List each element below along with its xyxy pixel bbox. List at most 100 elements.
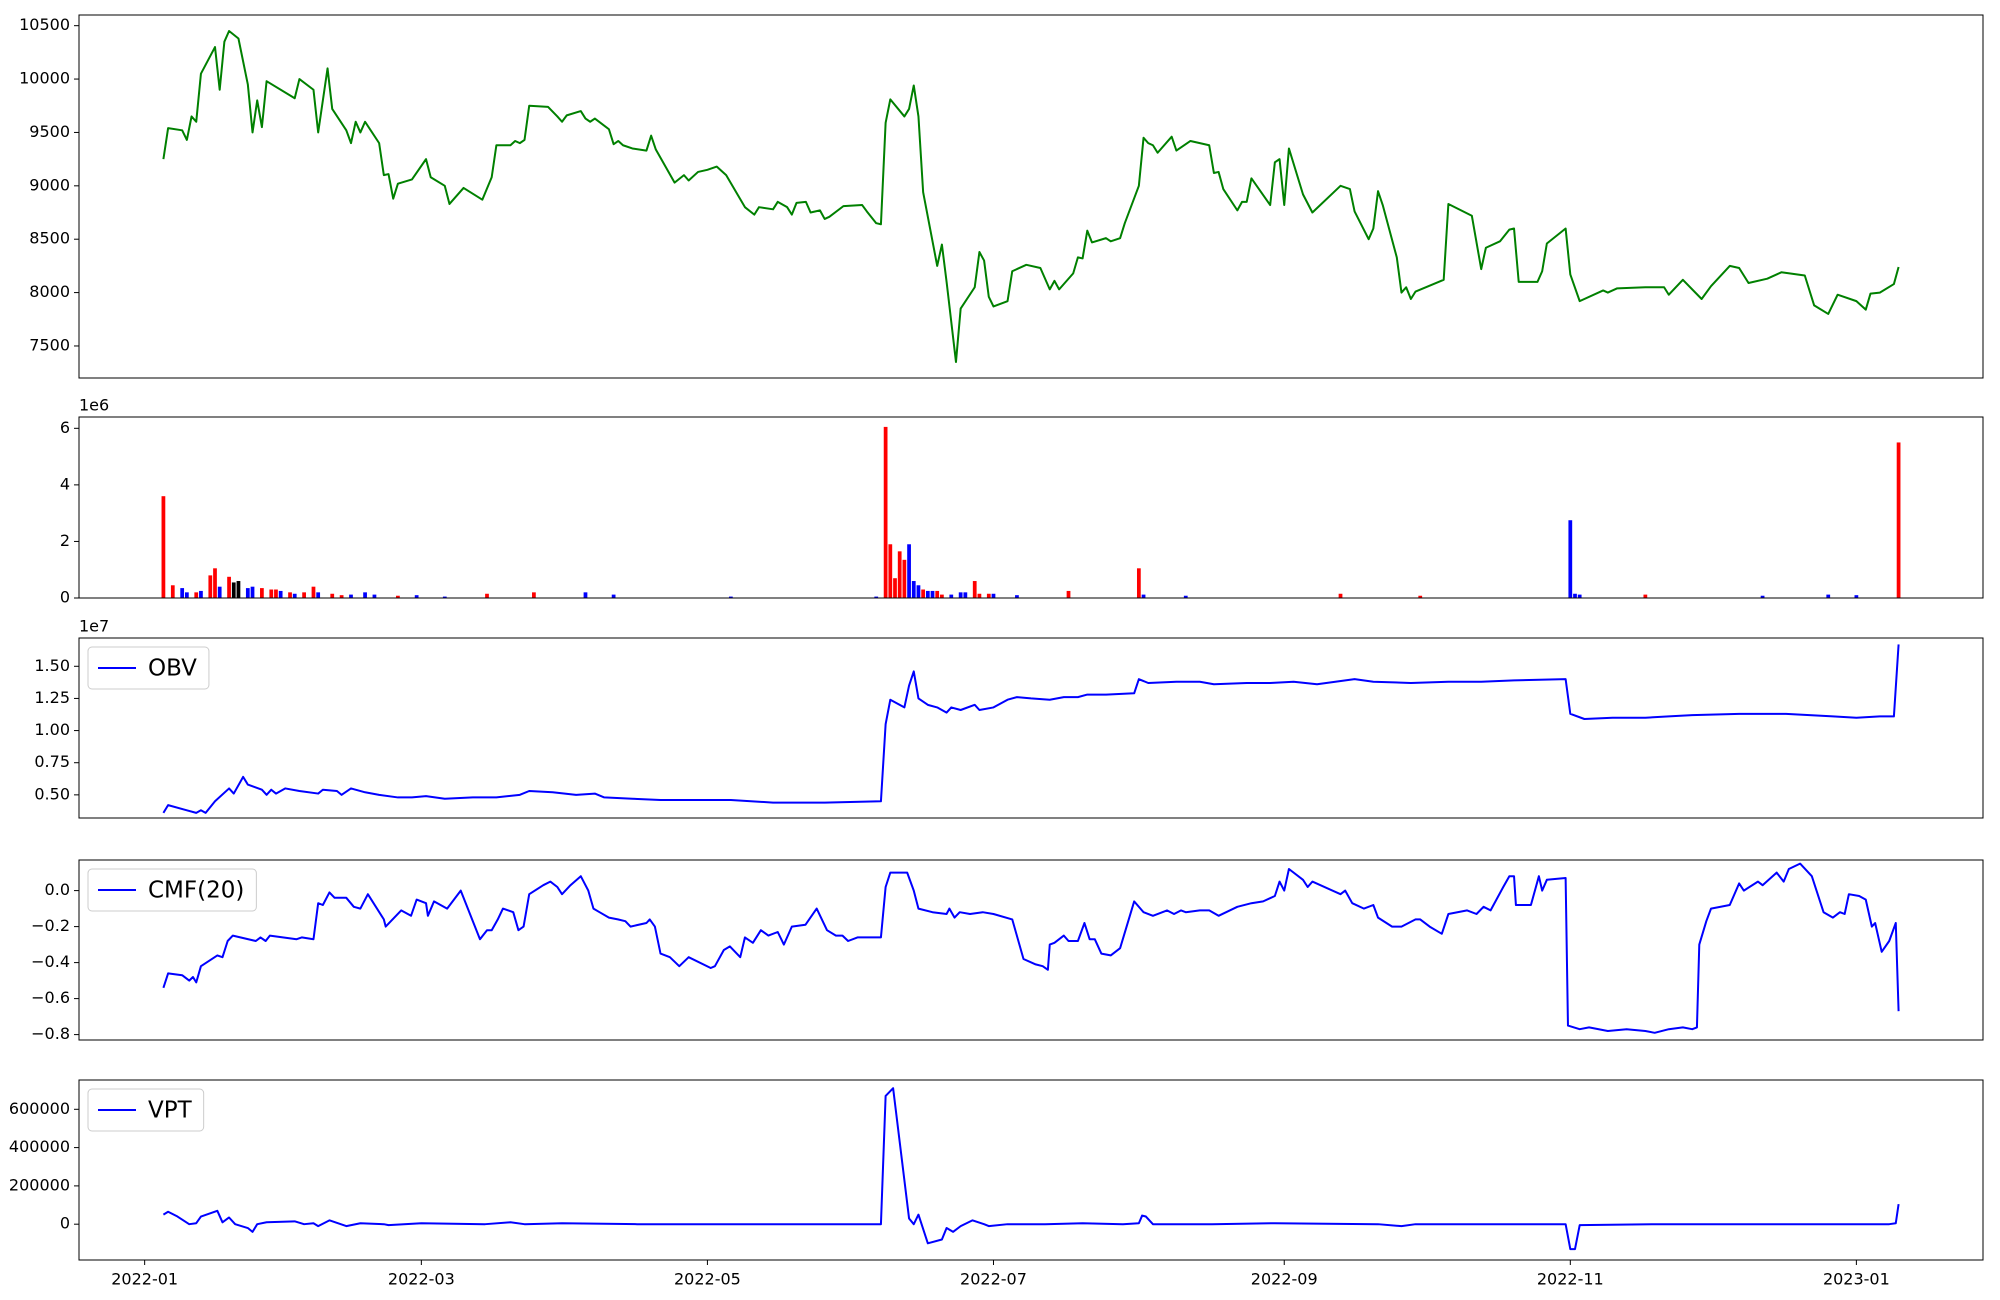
bar (269, 589, 274, 598)
bar (349, 594, 353, 598)
bar (316, 592, 321, 598)
y-tick-label: −0.2 (31, 916, 70, 935)
bar (396, 595, 400, 598)
data-line (162, 862, 1900, 1034)
legend-box (87, 868, 257, 912)
bar (1577, 594, 1582, 598)
y-tick-label: 400000 (9, 1137, 70, 1156)
x-tick-label: 2022-07 (960, 1270, 1027, 1289)
bar (972, 581, 977, 598)
bar (1643, 594, 1648, 598)
y-tick-label: 0.0 (45, 880, 70, 899)
bar (213, 568, 217, 598)
bar (180, 588, 185, 598)
bar (911, 581, 916, 598)
bar (1573, 593, 1577, 598)
bar (907, 544, 911, 598)
y-tick-label: 0 (60, 588, 70, 607)
bar (330, 593, 335, 598)
bar (170, 585, 175, 598)
y-tick-label: −0.8 (31, 1024, 70, 1043)
y-tick-label: 8000 (29, 282, 70, 301)
y-tick-label: 6 (60, 418, 70, 437)
y-offset-label: 1e7 (79, 617, 109, 636)
x-tick-label: 2022-05 (674, 1270, 741, 1289)
bar (288, 592, 292, 598)
data-line (162, 30, 1900, 363)
legend-label: VPT (148, 1098, 193, 1124)
bar (236, 581, 241, 598)
bar (925, 590, 930, 598)
y-tick-label: 9000 (29, 175, 70, 194)
y-tick-label: 0.75 (34, 752, 70, 771)
bar (194, 592, 199, 598)
bar (485, 593, 489, 598)
bar (339, 595, 344, 598)
y-tick-label: 9500 (29, 122, 70, 141)
bar (372, 594, 377, 598)
bar (902, 559, 907, 598)
axes-frame (78, 1079, 1984, 1261)
bar (897, 551, 902, 598)
y-tick-label: 2 (60, 531, 70, 550)
y-tick-label: 10000 (19, 69, 70, 88)
bar (1338, 593, 1343, 598)
bar (916, 585, 921, 598)
bar (292, 593, 297, 598)
bar (217, 586, 222, 598)
bar (311, 586, 316, 598)
y-tick-label: 1.00 (34, 720, 70, 739)
bar (161, 496, 166, 598)
bar (958, 592, 963, 598)
bar (302, 592, 306, 598)
y-tick-label: 0 (60, 1214, 70, 1233)
bar (963, 592, 968, 598)
x-tick-label: 2023-01 (1823, 1270, 1890, 1289)
bar (274, 589, 278, 598)
bar (874, 596, 879, 598)
bar (250, 586, 255, 598)
bar (414, 595, 419, 598)
x-tick-label: 2022-11 (1537, 1270, 1604, 1289)
data-line (162, 1087, 1900, 1251)
y-offset-label: 1e6 (79, 396, 109, 415)
axes-frame (78, 637, 1984, 819)
x-tick-label: 2022-01 (111, 1270, 178, 1289)
bar (991, 593, 996, 598)
bar (1760, 595, 1765, 598)
bar (1896, 442, 1901, 598)
y-tick-label: 10500 (19, 15, 70, 34)
bar (1136, 568, 1141, 598)
y-tick-label: 8500 (29, 229, 70, 248)
bar (611, 594, 616, 598)
y-tick-label: 200000 (9, 1175, 70, 1194)
bar (921, 589, 926, 598)
bar (363, 592, 367, 598)
bar (986, 593, 991, 598)
bar (442, 596, 447, 598)
axes-frame (78, 14, 1984, 379)
axes-frame (78, 859, 1984, 1041)
y-tick-label: −0.6 (31, 988, 70, 1007)
bar (227, 576, 231, 598)
legend-label: CMF(20) (148, 878, 244, 904)
x-tick-label: 2022-03 (388, 1270, 455, 1289)
y-tick-label: 7500 (29, 335, 70, 354)
bar (532, 592, 536, 598)
bar (935, 590, 940, 598)
bar (977, 593, 982, 598)
bar (1141, 594, 1146, 598)
bar (1826, 594, 1831, 598)
bar (1568, 520, 1573, 598)
x-tick-label: 2022-09 (1251, 1270, 1318, 1289)
y-tick-label: −0.4 (31, 952, 70, 971)
bar (893, 578, 897, 598)
bar (1015, 595, 1019, 598)
bar (1418, 595, 1423, 598)
bar (949, 594, 954, 598)
y-tick-label: 600000 (9, 1099, 70, 1118)
bar (883, 426, 888, 598)
bar (245, 588, 250, 598)
